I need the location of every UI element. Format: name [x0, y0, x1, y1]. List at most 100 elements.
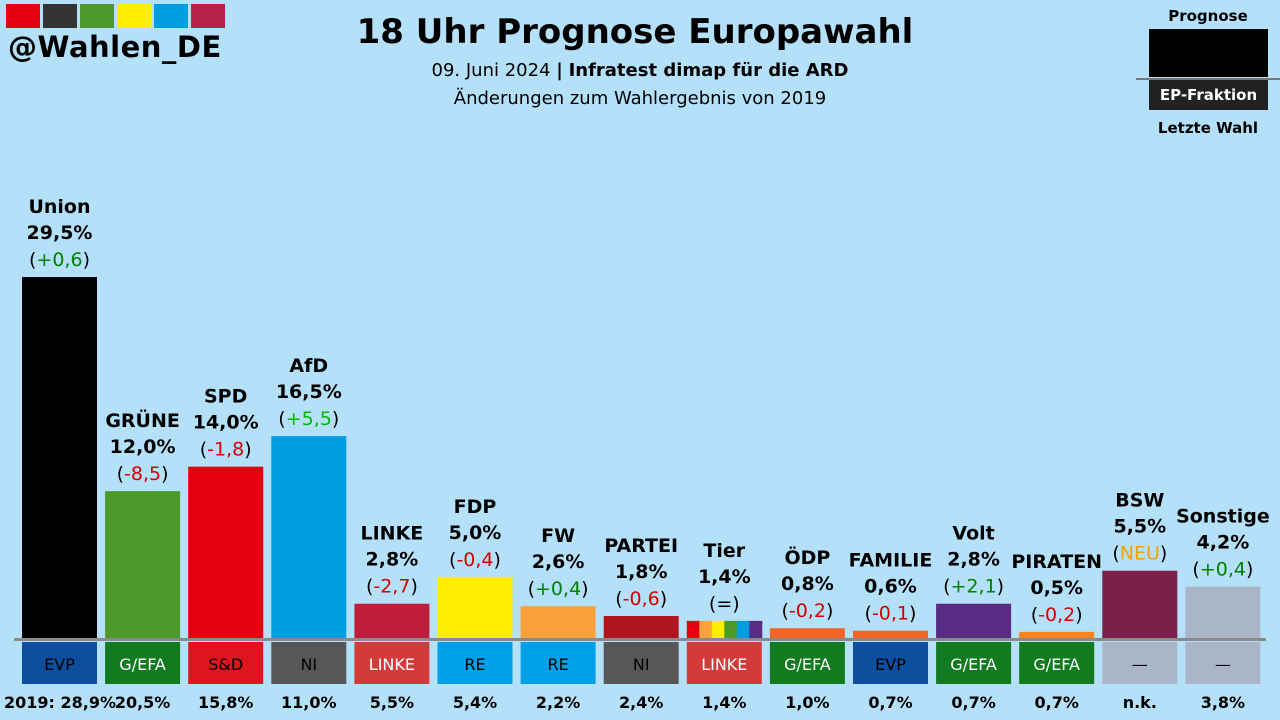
- bar-segment: [749, 620, 763, 638]
- party-label: GRÜNE: [105, 408, 180, 432]
- bar: [1185, 586, 1261, 638]
- bar: [188, 466, 264, 638]
- change-label: (-0,4): [449, 549, 501, 571]
- party-label: LINKE: [361, 523, 424, 545]
- prior-result-label: n.k.: [1123, 693, 1157, 712]
- faction-label: LINKE: [369, 655, 415, 674]
- value-label: 0,5%: [1030, 577, 1083, 599]
- chart-subtitle: 09. Juni 2024 | Infratest dimap für die …: [0, 60, 1280, 81]
- bar: [271, 436, 347, 638]
- faction-label: RE: [464, 655, 485, 674]
- faction-label: EVP: [875, 655, 906, 674]
- faction-box: [1185, 642, 1261, 684]
- change-label: (+0,4): [1192, 559, 1253, 581]
- change-label: (=): [709, 593, 740, 615]
- change-label: (-0,1): [865, 603, 917, 625]
- value-label: 14,0%: [193, 412, 259, 434]
- faction-label: —: [1215, 655, 1231, 674]
- faction-label: S&D: [208, 655, 243, 674]
- bar: [936, 603, 1012, 638]
- legend-fraction-label: EP-Fraktion: [1149, 80, 1268, 110]
- party-label: BSW: [1115, 490, 1164, 512]
- value-label: 12,0%: [110, 436, 176, 458]
- survey-source: Infratest dimap für die ARD: [568, 60, 849, 81]
- strip-swatch: [154, 4, 188, 28]
- faction-label: LINKE: [701, 655, 747, 674]
- faction-box: [686, 642, 762, 684]
- legend-baseline: [1136, 78, 1280, 80]
- party-label: SPD: [204, 386, 247, 408]
- faction-box: [188, 642, 264, 684]
- faction-label: G/EFA: [950, 655, 997, 674]
- prior-result-label: 2,2%: [536, 693, 580, 712]
- strip-swatch: [117, 4, 151, 28]
- strip-swatch: [43, 4, 77, 28]
- change-label: (+2,1): [943, 576, 1004, 598]
- value-label: 0,8%: [781, 573, 834, 595]
- faction-box: [603, 642, 679, 684]
- bar: [1019, 631, 1095, 638]
- party-label: Tier: [703, 540, 745, 562]
- value-label: 2,6%: [532, 551, 585, 573]
- value-label: 16,5%: [276, 381, 342, 403]
- prior-result-label: 5,4%: [453, 693, 497, 712]
- party-label: FAMILIE: [849, 550, 933, 572]
- party-label: Sonstige: [1176, 506, 1270, 528]
- bar: [520, 606, 596, 638]
- change-label: (-0,6): [615, 588, 667, 610]
- bar: [105, 491, 181, 638]
- change-label: (+5,5): [278, 408, 339, 430]
- faction-box: [1019, 642, 1095, 684]
- prior-result-label: 1,0%: [785, 693, 829, 712]
- prior-result-label: 2,4%: [619, 693, 663, 712]
- prior-result-label: 15,8%: [198, 693, 254, 712]
- strip-swatch: [80, 4, 114, 28]
- faction-box: [1102, 642, 1178, 684]
- chart-baseline: [14, 638, 1266, 641]
- prior-result-label: 0,7%: [951, 693, 995, 712]
- bar: [1102, 570, 1178, 638]
- faction-box: [853, 642, 928, 684]
- party-label: PARTEI: [604, 535, 678, 557]
- change-label: (-8,5): [117, 463, 169, 485]
- value-label: 2,8%: [366, 549, 419, 571]
- bar: [769, 628, 845, 638]
- bar-segment: [711, 620, 725, 638]
- prior-result-label: 0,7%: [1035, 693, 1079, 712]
- faction-box: [354, 642, 430, 684]
- comparison-note: Änderungen zum Wahlergebnis von 2019: [453, 88, 827, 109]
- faction-box: [22, 642, 97, 684]
- faction-box: [271, 642, 347, 684]
- party-label: ÖDP: [784, 545, 830, 569]
- faction-label: G/EFA: [784, 655, 831, 674]
- subtitle-separator: |: [556, 60, 563, 81]
- prior-result-label: 2019: 28,9%: [4, 693, 116, 712]
- value-label: 29,5%: [27, 222, 93, 244]
- faction-box: [520, 642, 596, 684]
- survey-date: 09. Juni 2024: [431, 60, 551, 81]
- value-label: 2,8%: [947, 549, 1000, 571]
- party-label: PIRATEN: [1011, 551, 1102, 573]
- change-label: (+0,4): [528, 578, 589, 600]
- change-label: (-0,2): [781, 600, 833, 622]
- value-label: 0,6%: [864, 576, 917, 598]
- change-label: (-2,7): [366, 576, 418, 598]
- party-label: Volt: [952, 523, 994, 545]
- faction-box: [437, 642, 513, 684]
- color-strip: [6, 4, 225, 28]
- change-label: (+0,6): [29, 249, 90, 271]
- value-label: 4,2%: [1197, 532, 1250, 554]
- legend-last-election-label: Letzte Wahl: [1157, 119, 1259, 137]
- change-label: (-0,2): [1031, 604, 1083, 626]
- change-label: (NEU): [1112, 543, 1167, 565]
- strip-swatch: [191, 4, 225, 28]
- bar-segment: [724, 620, 738, 638]
- account-handle: @Wahlen_DE: [8, 30, 222, 64]
- prior-result-label: 3,8%: [1201, 693, 1245, 712]
- value-label: 1,4%: [698, 566, 751, 588]
- bar: [853, 630, 928, 638]
- faction-label: G/EFA: [119, 655, 166, 674]
- faction-box: [936, 642, 1012, 684]
- bar: [354, 603, 430, 638]
